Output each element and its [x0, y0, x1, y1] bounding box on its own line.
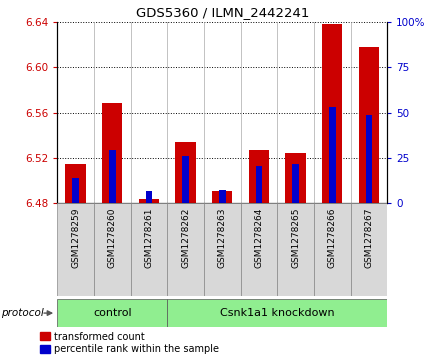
Bar: [66, 164, 86, 203]
Bar: [292, 164, 299, 203]
Text: Csnk1a1 knockdown: Csnk1a1 knockdown: [220, 308, 334, 318]
Bar: [359, 47, 379, 203]
Text: GSM1278263: GSM1278263: [218, 208, 227, 268]
Text: GSM1278267: GSM1278267: [364, 208, 374, 268]
Bar: [139, 199, 159, 203]
Bar: [57, 203, 94, 296]
Bar: [109, 150, 116, 203]
Bar: [219, 189, 226, 203]
Text: GSM1278262: GSM1278262: [181, 208, 190, 268]
Text: GSM1278266: GSM1278266: [328, 208, 337, 268]
Legend: transformed count, percentile rank within the sample: transformed count, percentile rank withi…: [40, 331, 219, 355]
Bar: [131, 203, 167, 296]
Bar: [249, 150, 269, 203]
Text: protocol: protocol: [1, 307, 44, 318]
Bar: [57, 299, 167, 327]
Bar: [366, 115, 372, 203]
Bar: [182, 156, 189, 203]
Bar: [167, 203, 204, 296]
Bar: [241, 203, 277, 296]
Text: GSM1278260: GSM1278260: [108, 208, 117, 268]
Bar: [212, 191, 232, 203]
Text: GSM1278261: GSM1278261: [144, 208, 154, 268]
Text: control: control: [93, 308, 132, 318]
Text: GSM1278264: GSM1278264: [254, 208, 264, 268]
Bar: [167, 299, 387, 327]
Bar: [322, 24, 342, 203]
Bar: [351, 203, 387, 296]
Bar: [72, 178, 79, 203]
Bar: [277, 203, 314, 296]
Bar: [256, 166, 262, 203]
Bar: [176, 142, 196, 203]
Bar: [314, 203, 351, 296]
Bar: [146, 191, 152, 203]
Title: GDS5360 / ILMN_2442241: GDS5360 / ILMN_2442241: [136, 6, 309, 19]
Bar: [94, 203, 131, 296]
Bar: [286, 153, 306, 203]
Bar: [204, 203, 241, 296]
Text: GSM1278259: GSM1278259: [71, 208, 80, 268]
Bar: [102, 103, 122, 203]
Text: GSM1278265: GSM1278265: [291, 208, 300, 268]
Bar: [329, 107, 336, 203]
